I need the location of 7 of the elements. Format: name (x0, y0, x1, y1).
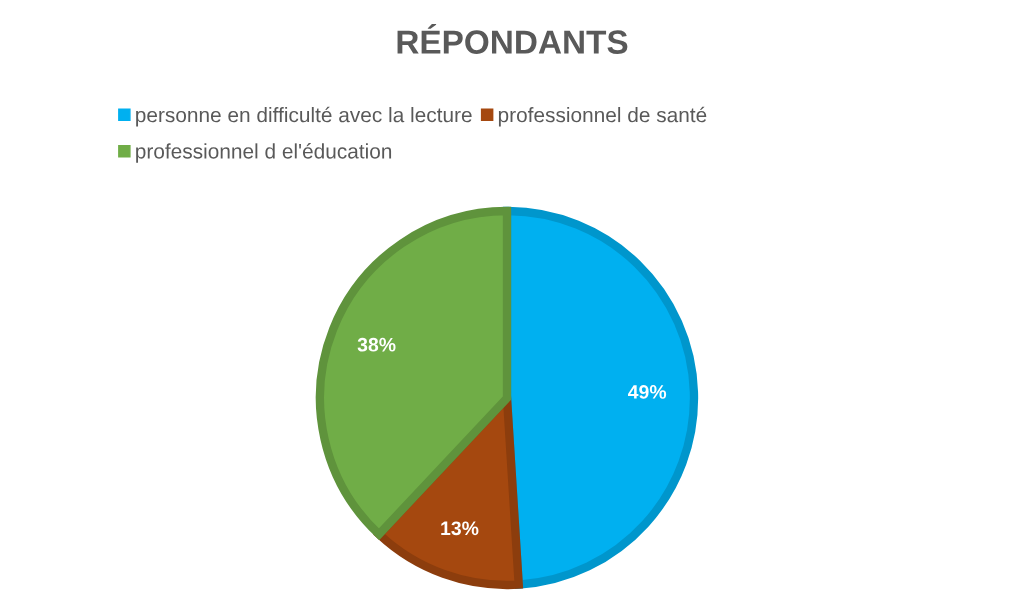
data-label: 38% (357, 337, 396, 352)
legend-label: professionnel de santé (498, 106, 707, 127)
chart-title: RÉPONDANTS (397, 24, 628, 54)
legend-label: personne en difficulté avec la lecture (136, 106, 472, 127)
legend-label: professionnel d el'éducation (136, 143, 392, 163)
data-label: 13% (441, 521, 479, 536)
data-label: 49% (628, 385, 667, 399)
